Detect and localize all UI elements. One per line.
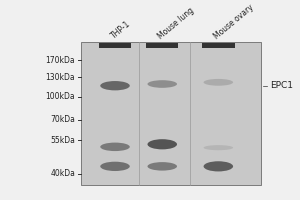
Ellipse shape (148, 80, 177, 88)
Bar (81, 42, 261, 185)
Ellipse shape (204, 79, 233, 86)
Ellipse shape (148, 162, 177, 171)
Ellipse shape (100, 81, 130, 90)
Text: EPC1: EPC1 (270, 81, 293, 90)
Text: 55kDa: 55kDa (50, 136, 75, 145)
Bar (146, 43, 178, 48)
Text: THP-1: THP-1 (109, 19, 132, 41)
Ellipse shape (100, 143, 130, 151)
Ellipse shape (100, 162, 130, 171)
Text: Mouse lung: Mouse lung (157, 6, 196, 41)
Text: Mouse ovary: Mouse ovary (212, 2, 256, 41)
Text: 130kDa: 130kDa (46, 73, 75, 82)
Ellipse shape (204, 145, 233, 150)
Ellipse shape (204, 161, 233, 171)
Bar (99, 43, 131, 48)
Text: 70kDa: 70kDa (50, 115, 75, 124)
Text: 40kDa: 40kDa (50, 169, 75, 178)
Text: 100kDa: 100kDa (46, 92, 75, 101)
Text: 170kDa: 170kDa (46, 56, 75, 65)
Ellipse shape (148, 139, 177, 149)
Bar (202, 43, 235, 48)
